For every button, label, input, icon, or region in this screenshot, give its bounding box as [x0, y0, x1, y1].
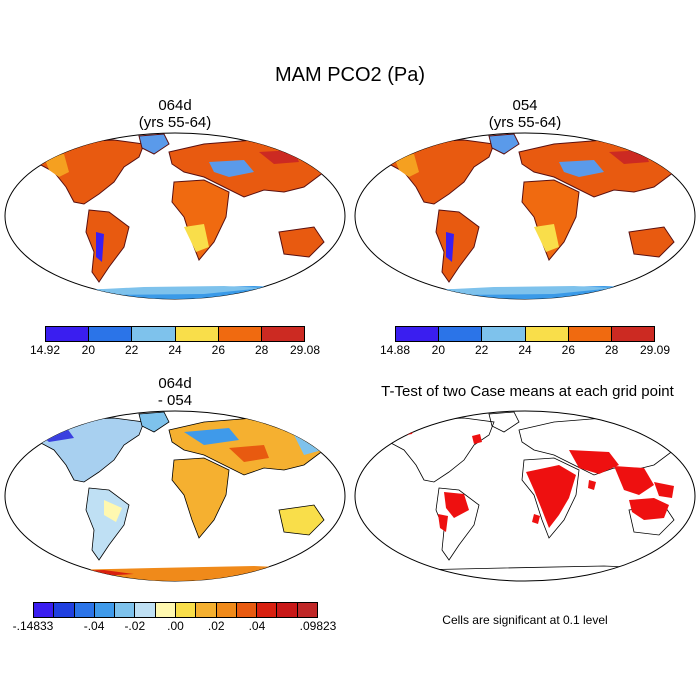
- colorbar-swatch: [175, 327, 219, 341]
- colorbar-tick-label: 20: [81, 343, 96, 357]
- colorbar-case1-labels: 14.92 20 22 24 26 28 29.08: [30, 343, 320, 359]
- colorbar-swatch: [525, 327, 569, 341]
- land-australia: [628, 226, 675, 258]
- panel-title-case2-line2: (yrs 55-64): [488, 114, 562, 131]
- colorbar-swatch: [261, 327, 305, 341]
- colorbar-swatch: [54, 603, 75, 617]
- colorbar-tick-label: 29.08: [289, 343, 321, 357]
- panel-title-diff-line1: 064d: [158, 375, 192, 392]
- map-case2: [354, 132, 696, 300]
- colorbar-swatch: [439, 327, 483, 341]
- colorbar-tick-label: 22: [474, 343, 489, 357]
- map-case1: [4, 132, 346, 300]
- colorbar-swatch: [132, 327, 176, 341]
- colorbar-tick-label: 28: [254, 343, 269, 357]
- colorbar-tick-label: -.04: [83, 619, 105, 633]
- colorbar-tick-label: 22: [124, 343, 139, 357]
- colorbar-tick-label: 14.92: [29, 343, 61, 357]
- land-antarctica: [5, 566, 345, 581]
- colorbar-tick-label: .02: [207, 619, 225, 633]
- colorbar-tick-label: .09823: [299, 619, 337, 633]
- significance-cells: [396, 424, 674, 532]
- map-diff: [4, 410, 346, 582]
- colorbar-swatch: [115, 603, 136, 617]
- land-africa: [171, 457, 230, 539]
- significance-note: Cells are significant at 0.1 level: [442, 613, 608, 627]
- land-south-america: [85, 209, 130, 283]
- panel-title-case1: 064d (yrs 55-64): [75, 97, 275, 131]
- panel-title-case1-line2: (yrs 55-64): [138, 114, 212, 131]
- colorbar-diff: [33, 602, 318, 618]
- panel-title-diff: 064d - 054: [75, 375, 275, 409]
- colorbar-tick-label: 28: [604, 343, 619, 357]
- colorbar-swatch: [482, 327, 526, 341]
- panel-title-case2-line1: 054: [512, 97, 538, 114]
- colorbar-swatch: [297, 603, 317, 617]
- colorbar-tick-label: 26: [561, 343, 576, 357]
- colorbar-swatch: [89, 327, 133, 341]
- figure-title: MAM PCO2 (Pa): [274, 64, 426, 86]
- panel-title-case2: 054 (yrs 55-64): [425, 97, 625, 131]
- colorbar-swatch: [216, 603, 237, 617]
- land-south-america: [435, 209, 480, 283]
- land-greenland: [138, 133, 170, 155]
- colorbar-swatch: [257, 603, 278, 617]
- colorbar-case2: [395, 326, 655, 342]
- land-africa: [521, 179, 580, 261]
- colorbar-swatch: [94, 603, 116, 617]
- colorbar-swatch: [236, 603, 258, 617]
- colorbar-swatch: [155, 603, 176, 617]
- colorbar-tick-label: .04: [248, 619, 266, 633]
- colorbar-swatch: [277, 603, 298, 617]
- colorbar-swatch: [34, 603, 55, 617]
- land-africa: [171, 179, 230, 261]
- panel-title-case1-line1: 064d: [158, 97, 192, 114]
- colorbar-diff-labels: -.14833 -.04 -.02 .00 .02 .04 .09823: [13, 619, 337, 635]
- panel-title-diff-line2: - 054: [157, 392, 193, 409]
- colorbar-swatch: [135, 603, 156, 617]
- colorbar-tick-label: 26: [211, 343, 226, 357]
- colorbar-case2-labels: 14.88 20 22 24 26 28 29.09: [380, 343, 670, 359]
- colorbar-case1: [45, 326, 305, 342]
- colorbar-tick-label: .00: [167, 619, 184, 633]
- colorbar-tick-label: 20: [431, 343, 446, 357]
- colorbar-swatch: [196, 603, 217, 617]
- colorbar-swatch: [175, 603, 197, 617]
- colorbar-tick-label: 29.09: [639, 343, 671, 357]
- colorbar-tick-label: 24: [168, 343, 182, 357]
- land-australia: [278, 504, 325, 536]
- colorbar-swatch: [568, 327, 612, 341]
- colorbar-swatch: [46, 327, 90, 341]
- colorbar-tick-label: -.14833: [12, 619, 54, 633]
- land-greenland: [488, 133, 520, 155]
- colorbar-tick-label: 14.88: [379, 343, 411, 357]
- colorbar-swatch: [74, 603, 95, 617]
- map-ttest: [354, 410, 696, 582]
- colorbar-swatch: [218, 327, 262, 341]
- colorbar-swatch: [396, 327, 440, 341]
- colorbar-tick-label: -.02: [124, 619, 146, 633]
- land-australia: [278, 226, 325, 258]
- land-greenland: [138, 411, 170, 433]
- colorbar-tick-label: 24: [518, 343, 532, 357]
- land-south-america: [85, 487, 130, 561]
- colorbar-swatch: [611, 327, 655, 341]
- panel-title-ttest: T-Test of two Case means at each grid po…: [381, 383, 674, 400]
